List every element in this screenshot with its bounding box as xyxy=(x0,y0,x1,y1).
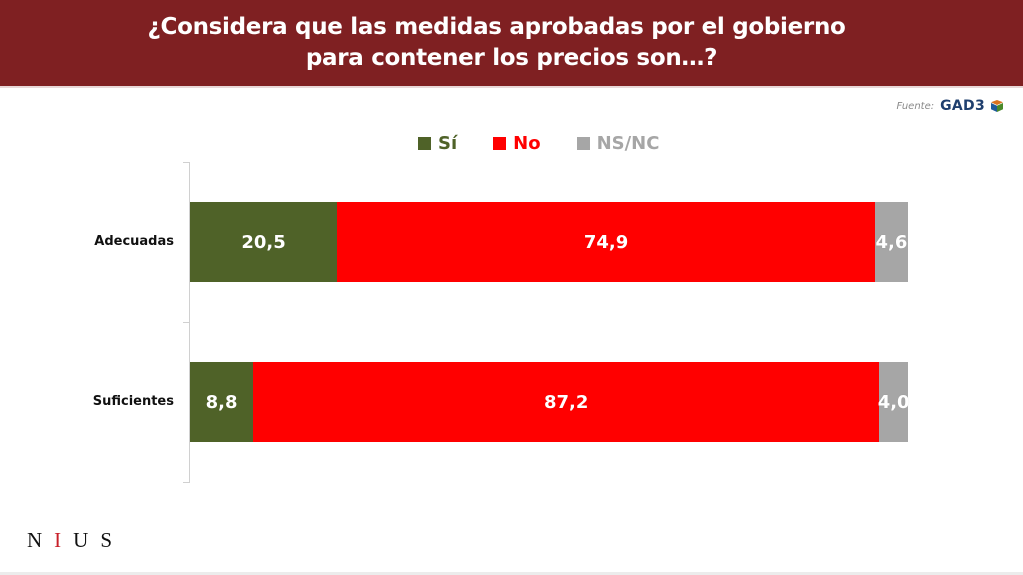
bar-segment-no: 74,9 xyxy=(337,202,875,282)
chart-title-line-1: ¿Considera que las medidas aprobadas por… xyxy=(147,14,846,40)
bar-segment-no: 87,2 xyxy=(253,362,880,442)
legend-label-nsnc: NS/NC xyxy=(596,133,660,154)
legend-item-si: Sí xyxy=(418,133,457,154)
cube-icon xyxy=(991,100,1003,112)
legend-swatch-no xyxy=(493,137,507,150)
chart-title-line-2: para contener los precios son…? xyxy=(305,45,718,71)
axis-tick xyxy=(183,322,190,323)
legend-swatch-si xyxy=(418,137,431,150)
logo-letter-n: N xyxy=(27,528,55,552)
category-label-suficientes: Suficientes xyxy=(92,394,174,409)
chart-legend: Sí No NS/NC xyxy=(418,133,695,154)
logo-letter-i: I xyxy=(54,528,74,552)
source-logo-text: GAD3 xyxy=(940,98,985,114)
legend-item-no: No xyxy=(493,133,541,154)
bar-segment-si: 8,8 xyxy=(190,362,254,442)
axis-tick xyxy=(183,482,190,483)
legend-item-nsnc: NS/NC xyxy=(576,133,660,154)
legend-swatch-nsnc xyxy=(576,137,590,150)
stacked-bar-suficientes: 8,8 87,2 4,0 xyxy=(190,362,910,442)
legend-label-si: Sí xyxy=(438,133,458,154)
source-label: Fuente: xyxy=(896,100,935,112)
bar-segment-nsnc: 4,6 xyxy=(874,202,908,282)
legend-label-no: No xyxy=(513,133,541,154)
nius-logo: NIUS xyxy=(27,528,124,553)
axis-tick xyxy=(183,162,190,163)
bar-segment-si: 20,5 xyxy=(190,202,338,282)
logo-letter-s: S xyxy=(100,528,125,552)
bar-segment-nsnc: 4,0 xyxy=(878,362,910,442)
category-label-adecuadas: Adecuadas xyxy=(94,234,174,249)
bottom-divider xyxy=(0,572,1023,575)
logo-letter-u: U xyxy=(73,528,101,552)
source-attribution: Fuente: GAD3 xyxy=(896,98,1003,114)
title-banner: ¿Considera que las medidas aprobadas por… xyxy=(0,0,1023,88)
stacked-bar-adecuadas: 20,5 74,9 4,6 xyxy=(190,202,908,282)
